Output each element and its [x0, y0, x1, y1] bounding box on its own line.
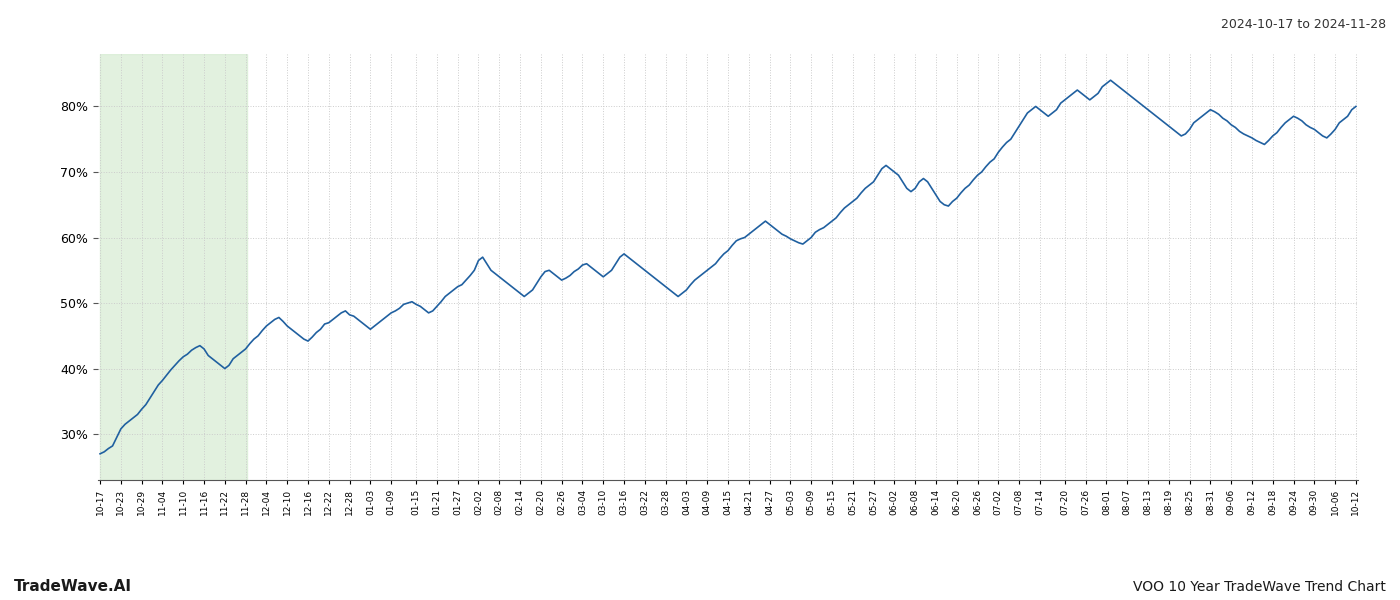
Text: 2024-10-17 to 2024-11-28: 2024-10-17 to 2024-11-28: [1221, 18, 1386, 31]
Text: VOO 10 Year TradeWave Trend Chart: VOO 10 Year TradeWave Trend Chart: [1133, 580, 1386, 594]
Bar: [99, 54, 246, 480]
Text: TradeWave.AI: TradeWave.AI: [14, 579, 132, 594]
